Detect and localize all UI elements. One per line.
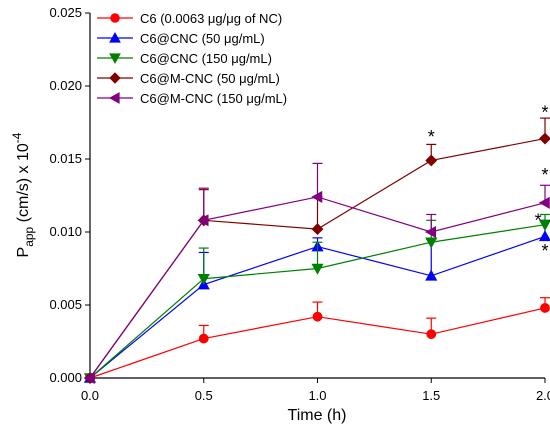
series-0-point-1 <box>198 333 209 344</box>
annotation-star-4: * <box>541 241 548 261</box>
legend-label-3: C6@M-CNC (50 μg/mL) <box>140 71 280 86</box>
legend: C6 (0.0063 μg/μg of NC) C6@CNC (50 μg/mL)… <box>97 11 287 106</box>
series-2-point-1 <box>197 273 210 285</box>
ticks-layer: 0.0 0.5 1.0 1.5 2.0 0.000 0.005 0.010 0.015 0.020… <box>49 5 550 403</box>
legend-label-4: C6@M-CNC (150 μg/mL) <box>140 91 287 106</box>
series-4 <box>83 162 550 385</box>
series-1-point-4 <box>538 230 550 242</box>
annotation-star-2: * <box>541 165 548 185</box>
series-4-point-2 <box>311 190 323 204</box>
series-layer <box>83 117 550 385</box>
y-axis-title-superscript: -4 <box>10 132 24 143</box>
series-3-point-2 <box>311 223 324 235</box>
series-4-point-0 <box>83 371 95 385</box>
y-tick-label-0: 0.000 <box>49 370 82 385</box>
series-4-point-1 <box>197 214 209 227</box>
x-tick-label-1: 0.5 <box>195 388 213 403</box>
annotation-star-1: * <box>541 102 548 122</box>
annotation-star-0: * <box>428 127 435 147</box>
series-0-point-4 <box>540 303 550 313</box>
y-tick-label-4: 0.020 <box>49 78 82 93</box>
x-axis-title: Time (h) <box>288 407 347 424</box>
x-tick-label-2: 1.0 <box>308 388 326 403</box>
legend-marker-1 <box>109 31 121 43</box>
y-axis-title-subscript: app <box>22 226 36 246</box>
legend-label-2: C6@CNC (150 μg/mL) <box>140 51 272 66</box>
legend-item-3: C6@M-CNC (50 μg/mL) <box>97 71 280 86</box>
legend-marker-4 <box>108 92 120 104</box>
series-3-point-3 <box>425 154 438 167</box>
series-2-point-3 <box>425 237 438 249</box>
legend-marker-0 <box>110 13 120 23</box>
series-3-point-4 <box>539 132 550 145</box>
x-tick-label-4: 2.0 <box>536 388 550 403</box>
series-4-point-4 <box>538 196 550 209</box>
annotation-layer: * * * * * <box>428 102 549 261</box>
y-axis-title-prefix: P <box>15 247 32 258</box>
annotation-star-3: * <box>535 210 542 230</box>
y-tick-label-2: 0.010 <box>49 224 82 239</box>
legend-marker-3 <box>109 72 121 84</box>
legend-label-0: C6 (0.0063 μg/μg of NC) <box>140 11 282 26</box>
legend-item-1: C6@CNC (50 μg/mL) <box>97 31 265 46</box>
series-0 <box>85 297 550 383</box>
y-axis-title-suffix: (cm/s) x 10 <box>15 143 32 227</box>
series-1-point-3 <box>425 269 438 281</box>
series-2-point-2 <box>311 263 324 275</box>
legend-item-4: C6@M-CNC (150 μg/mL) <box>97 91 287 106</box>
y-tick-label-3: 0.015 <box>49 151 82 166</box>
series-2-point-4 <box>538 219 550 231</box>
legend-marker-2 <box>109 53 121 65</box>
x-tick-label-0: 0.0 <box>81 388 99 403</box>
legend-item-0: C6 (0.0063 μg/μg of NC) <box>97 11 282 26</box>
series-4-point-3 <box>425 225 437 239</box>
legend-label-1: C6@CNC (50 μg/mL) <box>140 31 265 46</box>
x-tick-label-3: 1.5 <box>422 388 440 403</box>
y-axis-title: Papp (cm/s) x 10-4 <box>10 132 36 257</box>
series-0-point-2 <box>312 311 323 322</box>
y-tick-label-1: 0.005 <box>49 297 82 312</box>
y-tick-label-5: 0.025 <box>49 5 82 20</box>
series-0-point-3 <box>426 329 437 340</box>
legend-item-2: C6@CNC (150 μg/mL) <box>97 51 272 66</box>
